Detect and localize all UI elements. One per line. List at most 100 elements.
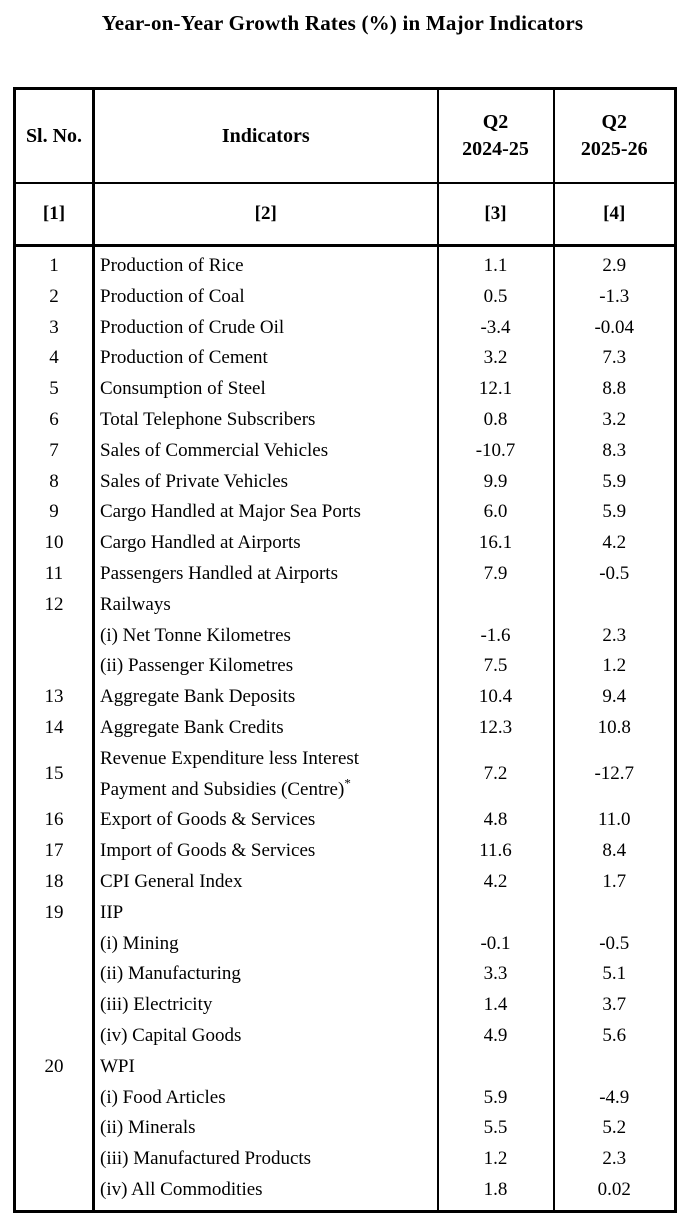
cell-sl-no	[14, 620, 95, 652]
cell-q2-2024-25: 1.4	[437, 990, 555, 1021]
table-row: 15 Revenue Expenditure less Interest Paym…	[14, 743, 676, 806]
header-index-2: [2]	[93, 183, 439, 247]
cell-q2-2025-26: -1.3	[553, 281, 676, 313]
cell-q2-2024-25: 12.3	[437, 712, 555, 744]
header-line: 2025-26	[580, 138, 648, 160]
cell-q2-2025-26: -0.04	[553, 312, 676, 344]
cell-indicator: Production of Cement	[93, 343, 439, 375]
cell-q2-2025-26: -12.7	[553, 743, 676, 806]
cell-sl-no: 15	[14, 743, 95, 806]
cell-q2-2024-25: -3.4	[437, 312, 555, 344]
cell-sl-no: 20	[14, 1051, 95, 1083]
header-indicators: Indicators	[93, 88, 439, 184]
table-row: 14 Aggregate Bank Credits 12.3 10.8	[14, 712, 676, 744]
header-line: 2024-25	[462, 138, 529, 160]
cell-indicator: Sales of Private Vehicles	[93, 466, 439, 498]
cell-sl-no: 12	[14, 589, 95, 621]
table-row: 20 WPI	[14, 1051, 676, 1083]
indicators-table: Sl. No. Indicators Q2 2024-25 Q2 2025-26…	[13, 87, 677, 1213]
cell-indicator: (iii) Electricity	[93, 990, 439, 1021]
cell-indicator: (iv) All Commodities	[93, 1174, 439, 1212]
header-line: Q2	[482, 111, 509, 133]
table-row: 4 Production of Cement 3.2 7.3	[14, 343, 676, 375]
table-row: (iii) Manufactured Products 1.2 2.3	[14, 1144, 676, 1175]
cell-indicator: (ii) Manufacturing	[93, 959, 439, 991]
cell-q2-2025-26: 7.3	[553, 343, 676, 375]
cell-q2-2025-26: 1.2	[553, 651, 676, 683]
footnote-asterisk: *	[344, 775, 351, 791]
cell-q2-2025-26: 11.0	[553, 805, 676, 837]
cell-q2-2024-25: 1.1	[437, 245, 555, 282]
cell-q2-2025-26: 2.3	[553, 1144, 676, 1175]
cell-indicator: Consumption of Steel	[93, 374, 439, 405]
header-line: Q2	[601, 111, 628, 133]
cell-indicator: (iii) Manufactured Products	[93, 1144, 439, 1175]
cell-sl-no	[14, 651, 95, 683]
cell-q2-2024-25: 16.1	[437, 528, 555, 559]
cell-indicator: (iv) Capital Goods	[93, 1020, 439, 1052]
cell-q2-2024-25	[437, 1051, 555, 1083]
table-row: 2 Production of Coal 0.5 -1.3	[14, 281, 676, 313]
cell-sl-no: 6	[14, 404, 95, 436]
cell-q2-2024-25: 7.5	[437, 651, 555, 683]
cell-q2-2024-25: 1.2	[437, 1144, 555, 1175]
cell-sl-no	[14, 1082, 95, 1114]
table-row: (iii) Electricity 1.4 3.7	[14, 990, 676, 1021]
table-row: 9 Cargo Handled at Major Sea Ports 6.0 5…	[14, 497, 676, 529]
table-row: (ii) Passenger Kilometres 7.5 1.2	[14, 651, 676, 683]
cell-indicator: Production of Crude Oil	[93, 312, 439, 344]
cell-q2-2025-26: 9.4	[553, 682, 676, 713]
cell-q2-2025-26: 3.7	[553, 990, 676, 1021]
cell-indicator: Sales of Commercial Vehicles	[93, 435, 439, 467]
cell-indicator: (i) Mining	[93, 928, 439, 960]
cell-indicator: (ii) Minerals	[93, 1113, 439, 1145]
cell-indicator: (ii) Passenger Kilometres	[93, 651, 439, 683]
cell-indicator: Cargo Handled at Major Sea Ports	[93, 497, 439, 529]
cell-q2-2025-26: -4.9	[553, 1082, 676, 1114]
cell-indicator: Revenue Expenditure less Interest Payment…	[93, 743, 439, 806]
table-body: 1 Production of Rice 1.1 2.9 2 Productio…	[14, 245, 676, 1212]
cell-q2-2025-26: 5.1	[553, 959, 676, 991]
cell-q2-2025-26: -0.5	[553, 558, 676, 590]
table-row: 10 Cargo Handled at Airports 16.1 4.2	[14, 528, 676, 559]
cell-q2-2025-26: 4.2	[553, 528, 676, 559]
cell-q2-2025-26: 2.9	[553, 245, 676, 282]
cell-q2-2024-25: 1.8	[437, 1174, 555, 1212]
cell-q2-2024-25: 0.5	[437, 281, 555, 313]
table-row: 3 Production of Crude Oil -3.4 -0.04	[14, 312, 676, 344]
cell-q2-2024-25	[437, 897, 555, 929]
cell-sl-no: 1	[14, 245, 95, 282]
cell-q2-2024-25: 11.6	[437, 836, 555, 867]
cell-q2-2025-26: 10.8	[553, 712, 676, 744]
cell-indicator: WPI	[93, 1051, 439, 1083]
cell-sl-no: 13	[14, 682, 95, 713]
cell-indicator: CPI General Index	[93, 866, 439, 898]
table-row: 19 IIP	[14, 897, 676, 929]
table-row: (i) Mining -0.1 -0.5	[14, 928, 676, 960]
cell-sl-no: 16	[14, 805, 95, 837]
cell-indicator: Cargo Handled at Airports	[93, 528, 439, 559]
cell-sl-no: 17	[14, 836, 95, 867]
cell-q2-2024-25: -0.1	[437, 928, 555, 960]
cell-q2-2025-26: 0.02	[553, 1174, 676, 1212]
cell-q2-2024-25: -10.7	[437, 435, 555, 467]
cell-q2-2024-25: 3.2	[437, 343, 555, 375]
cell-sl-no: 10	[14, 528, 95, 559]
cell-q2-2024-25: 12.1	[437, 374, 555, 405]
cell-q2-2025-26: 2.3	[553, 620, 676, 652]
cell-indicator: Passengers Handled at Airports	[93, 558, 439, 590]
cell-indicator: (i) Net Tonne Kilometres	[93, 620, 439, 652]
cell-sl-no: 11	[14, 558, 95, 590]
table-row: 5 Consumption of Steel 12.1 8.8	[14, 374, 676, 405]
header-index-4: [4]	[553, 183, 676, 247]
cell-q2-2024-25: 0.8	[437, 404, 555, 436]
cell-q2-2025-26: 8.4	[553, 836, 676, 867]
cell-q2-2025-26: 3.2	[553, 404, 676, 436]
table-row: 7 Sales of Commercial Vehicles -10.7 8.3	[14, 435, 676, 467]
table-row: 18 CPI General Index 4.2 1.7	[14, 866, 676, 898]
cell-q2-2025-26	[553, 897, 676, 929]
table-row: 13 Aggregate Bank Deposits 10.4 9.4	[14, 682, 676, 713]
table-row: 11 Passengers Handled at Airports 7.9 -0…	[14, 558, 676, 590]
cell-q2-2024-25: 7.2	[437, 743, 555, 806]
